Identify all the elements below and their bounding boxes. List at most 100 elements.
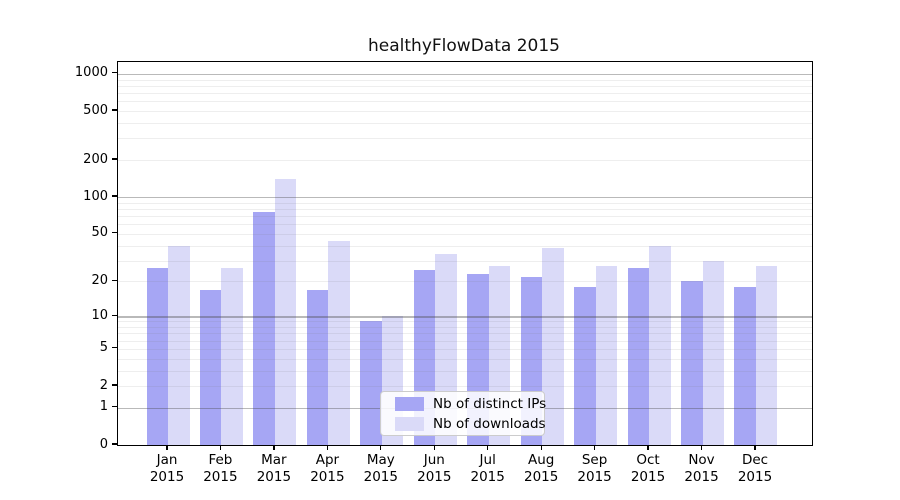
gridline-minor-3 xyxy=(118,370,812,372)
x-tick-year: 2015 xyxy=(524,469,559,485)
x-tick-year: 2015 xyxy=(310,469,345,485)
y-tick-label-1: 1 xyxy=(99,399,108,415)
y-tick-label-500: 500 xyxy=(83,102,108,118)
x-tick-mark-jan xyxy=(166,445,168,450)
gridline-minor-50 xyxy=(118,233,812,235)
gridline-minor-4 xyxy=(118,358,812,360)
bar-downloads-sep xyxy=(595,266,618,445)
gridline-minor-900 xyxy=(118,79,812,81)
gridline-minor-300 xyxy=(118,138,812,140)
chart-title: healthyFlowData 2015 xyxy=(368,36,560,56)
y-tick-mark-1 xyxy=(112,406,117,408)
y-tick-label-0: 0 xyxy=(99,436,108,452)
x-tick-month: May xyxy=(366,452,395,468)
x-tick-month: Feb xyxy=(208,452,233,468)
y-tick-mark-100 xyxy=(112,195,117,197)
gridline-minor-90 xyxy=(118,202,812,204)
x-tick-label-jul: Jul 2015 xyxy=(458,452,518,486)
x-tick-year: 2015 xyxy=(737,469,773,485)
gridline-minor-500 xyxy=(118,111,812,112)
x-tick-month: Nov xyxy=(688,452,715,468)
plot-area xyxy=(117,61,813,446)
bar-distinct-ips-jan xyxy=(146,267,168,445)
x-tick-mark-may xyxy=(380,445,382,450)
x-tick-mark-jul xyxy=(487,445,489,450)
bar-distinct-ips-oct xyxy=(627,267,650,445)
x-tick-mark-mar xyxy=(273,445,275,450)
bar-downloads-apr xyxy=(328,240,350,445)
x-tick-year: 2015 xyxy=(203,469,238,485)
legend-row-distinct-ips: Nb of distinct IPs xyxy=(395,395,547,412)
bar-distinct-ips-apr xyxy=(306,289,329,445)
x-tick-month: Oct xyxy=(636,452,660,468)
x-tick-month: Sep xyxy=(581,452,608,468)
y-tick-label-1000: 1000 xyxy=(74,65,108,81)
gridline-minor-5 xyxy=(118,348,812,350)
x-tick-year: 2015 xyxy=(470,469,505,485)
x-tick-label-nov: Nov 2015 xyxy=(672,452,732,486)
gridline-minor-60 xyxy=(118,224,812,226)
x-tick-mark-sep xyxy=(593,445,596,450)
gridline-minor-200 xyxy=(118,160,812,162)
x-tick-label-may: May 2015 xyxy=(351,452,411,486)
x-tick-label-jun: Jun 2015 xyxy=(404,452,464,486)
legend-label-distinct-ips: Nb of distinct IPs xyxy=(433,395,547,412)
x-tick-month: Jun xyxy=(423,452,445,468)
gridline-minor-20 xyxy=(118,281,812,283)
x-tick-month: Dec xyxy=(741,452,769,468)
bar-downloads-oct xyxy=(649,245,671,445)
legend-row-downloads: Nb of downloads xyxy=(395,415,546,432)
y-tick-label-10: 10 xyxy=(91,307,108,323)
x-tick-mark-apr xyxy=(326,445,329,450)
gridline-major-100 xyxy=(118,197,812,199)
y-tick-mark-200 xyxy=(112,158,117,160)
bar-distinct-ips-mar xyxy=(253,212,275,445)
y-tick-label-20: 20 xyxy=(91,272,108,288)
legend-swatch-downloads xyxy=(395,416,424,431)
x-tick-label-sep: Sep 2015 xyxy=(565,452,625,486)
y-tick-mark-0 xyxy=(112,443,117,445)
bar-distinct-ips-may xyxy=(360,321,382,445)
y-tick-label-2: 2 xyxy=(99,377,108,393)
bar-downloads-dec xyxy=(755,266,778,445)
y-tick-label-50: 50 xyxy=(91,225,108,241)
bar-downloads-jan xyxy=(168,245,190,445)
gridline-minor-600 xyxy=(118,101,812,103)
x-tick-month: Jul xyxy=(479,452,496,468)
legend-swatch-distinct-ips xyxy=(395,396,424,411)
bar-distinct-ips-nov xyxy=(681,281,703,445)
y-tick-mark-500 xyxy=(112,109,117,111)
x-tick-label-apr: Apr 2015 xyxy=(297,452,357,486)
x-tick-label-oct: Oct 2015 xyxy=(618,452,678,486)
legend: Nb of distinct IPs Nb of downloads xyxy=(380,391,547,436)
y-tick-label-5: 5 xyxy=(99,340,108,356)
y-tick-mark-20 xyxy=(112,279,117,282)
x-tick-year: 2015 xyxy=(363,469,398,485)
y-tick-mark-5 xyxy=(112,347,117,349)
gridline-minor-9 xyxy=(118,321,812,323)
x-tick-month: Mar xyxy=(261,452,287,468)
x-tick-mark-dec xyxy=(754,445,756,450)
bar-distinct-ips-dec xyxy=(734,286,756,445)
y-tick-mark-2 xyxy=(112,384,117,386)
x-tick-year: 2015 xyxy=(417,469,452,485)
gridline-minor-800 xyxy=(118,85,812,87)
x-tick-label-feb: Feb 2015 xyxy=(190,452,250,486)
gridline-minor-7 xyxy=(118,333,812,335)
x-tick-year: 2015 xyxy=(256,469,292,485)
bar-downloads-nov xyxy=(702,260,724,445)
x-tick-year: 2015 xyxy=(149,469,185,485)
x-tick-label-mar: Mar 2015 xyxy=(244,452,304,486)
y-tick-mark-50 xyxy=(112,232,117,234)
x-tick-year: 2015 xyxy=(630,469,666,485)
gridline-minor-400 xyxy=(118,123,812,124)
legend-label-downloads: Nb of downloads xyxy=(433,415,546,432)
x-tick-mark-oct xyxy=(647,445,649,450)
gridline-minor-2 xyxy=(118,386,812,387)
y-tick-mark-1000 xyxy=(112,72,117,74)
gridline-minor-700 xyxy=(118,93,812,94)
x-tick-mark-jun xyxy=(433,445,435,450)
y-tick-label-200: 200 xyxy=(83,151,108,167)
x-tick-month: Aug xyxy=(528,452,555,468)
